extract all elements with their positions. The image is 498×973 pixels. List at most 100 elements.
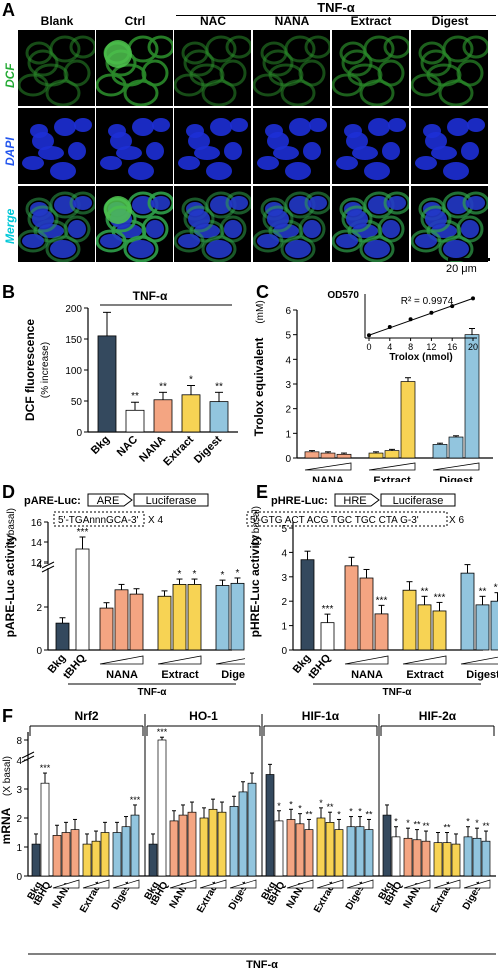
- nucleus: [74, 118, 92, 132]
- bar: [187, 584, 202, 651]
- cell-outline: [253, 229, 284, 253]
- bar: [61, 832, 71, 877]
- dose-wedge: [199, 879, 227, 889]
- nucleus: [22, 156, 44, 170]
- bar: [114, 589, 129, 651]
- bar: [130, 814, 140, 877]
- panel-b-ytick-label: 50: [71, 397, 83, 408]
- bar: [481, 840, 491, 877]
- significance-mark: *: [406, 818, 410, 828]
- bar: [187, 811, 197, 877]
- significance-mark: **: [413, 820, 421, 830]
- bar: [31, 843, 41, 877]
- cell-outline: [27, 205, 59, 233]
- bar: [472, 837, 482, 877]
- bar: [100, 832, 110, 877]
- nucleus: [415, 156, 437, 170]
- response-element-label: HRE: [343, 495, 366, 507]
- cell-outline: [332, 73, 363, 97]
- nucleus: [224, 220, 242, 238]
- dose-wedge: [344, 655, 389, 665]
- bar: [125, 409, 145, 433]
- cell-outline: [253, 73, 284, 97]
- dose-wedge: [286, 879, 314, 889]
- nucleus: [178, 156, 200, 170]
- nucleus: [128, 240, 154, 258]
- micrograph-tile: [18, 186, 95, 262]
- bar: [320, 622, 335, 651]
- panel-b-chart: TNF-α 0 50 100 150 200 DCF fluorescence (% incr…: [23, 289, 238, 468]
- scale-bar: [448, 258, 490, 261]
- panel-f-letter: F: [2, 706, 13, 726]
- bar: [112, 832, 122, 877]
- response-element-label: ARE: [97, 495, 120, 507]
- x-group-label: Extract: [373, 475, 411, 482]
- dose-wedge: [432, 462, 480, 471]
- panel-d-chart: pARE-Luc: ARE Luciferase 5'-TGAnnnGCA-3' X 4…: [3, 493, 245, 697]
- nucleus: [206, 240, 232, 258]
- dose-wedge: [215, 658, 245, 665]
- significance-mark: ***: [40, 763, 51, 773]
- bar: [129, 593, 144, 651]
- ytick-label: 2: [36, 603, 42, 614]
- nucleus: [257, 156, 279, 170]
- micrograph-tile: [96, 30, 173, 106]
- significance-mark: *: [298, 804, 302, 814]
- nucleus: [415, 234, 437, 248]
- significance-mark: *: [394, 817, 398, 827]
- significance-mark: *: [466, 817, 470, 827]
- cell-outline: [69, 35, 95, 59]
- y-axis-unit: (X basal): [2, 756, 13, 796]
- cell-outline: [174, 229, 205, 253]
- bar: [230, 582, 245, 651]
- significance-mark: *: [277, 801, 281, 811]
- bar: [52, 835, 62, 877]
- cell-outline: [27, 49, 59, 77]
- repeat-count: X 6: [449, 515, 464, 526]
- bright-cell: [104, 196, 132, 224]
- dose-wedge: [463, 879, 491, 889]
- ytick-label: 3: [281, 573, 287, 584]
- bar: [421, 840, 431, 877]
- cell-outline: [147, 35, 173, 59]
- dose-wedge: [304, 462, 352, 471]
- micrograph-tile: [332, 108, 409, 184]
- cell-outline: [284, 35, 316, 63]
- micrograph-tile: [174, 30, 251, 106]
- bar: [464, 334, 480, 459]
- bar: [359, 577, 374, 651]
- nucleus: [210, 118, 232, 136]
- nucleus: [50, 240, 76, 258]
- panel-b-ytick-label: 150: [65, 335, 82, 346]
- micrograph-tile: [253, 186, 330, 262]
- ytick-label: 14: [31, 538, 43, 549]
- cell-outline: [411, 73, 442, 97]
- micrograph-tile: [96, 186, 173, 262]
- panel-e-letter: E: [256, 482, 269, 502]
- sequence-box: [53, 511, 145, 527]
- repeat-count: X 4: [148, 515, 163, 526]
- ytick-label: 2: [16, 814, 22, 825]
- panel-b-ytick-label: 200: [65, 304, 82, 315]
- dose-wedge: [52, 879, 80, 889]
- bar: [209, 401, 229, 433]
- x-category-label: Bkg: [89, 434, 112, 457]
- cell-outline: [174, 73, 205, 97]
- bar: [82, 843, 92, 877]
- bar: [336, 453, 352, 459]
- bar: [382, 814, 392, 877]
- x-group-label: NANA: [351, 669, 383, 681]
- bar: [208, 808, 218, 877]
- significance-mark: *: [189, 375, 193, 386]
- cell-outline: [123, 235, 159, 262]
- panel-f-chart: Nrf2 HO-1 HIF-1α HIF-2α 0 1 2 3 4 8 mRNA (X basal) *…: [0, 709, 496, 971]
- nucleus: [188, 132, 210, 150]
- gene-label: Nrf2: [74, 709, 98, 723]
- cell-outline: [411, 229, 442, 253]
- significance-mark: **: [365, 809, 373, 819]
- bar: [304, 451, 320, 459]
- bar: [217, 811, 227, 877]
- significance-mark: *: [319, 798, 323, 808]
- nucleus: [364, 240, 390, 258]
- significance-mark: **: [326, 802, 334, 812]
